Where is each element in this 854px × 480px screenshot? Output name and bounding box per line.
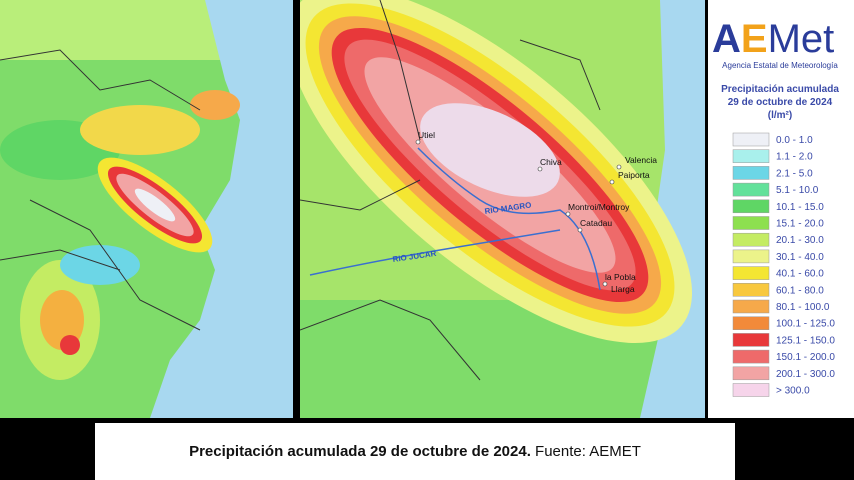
place-label: Montroi/Montroy — [568, 202, 630, 212]
legend-label: 15.1 - 20.0 — [776, 219, 824, 230]
legend-swatch — [732, 149, 770, 163]
place-label: Valencia — [625, 155, 657, 165]
legend-label: 150.1 - 200.0 — [776, 352, 835, 363]
legend-swatch — [732, 166, 770, 180]
legend-label: 10.1 - 15.0 — [776, 202, 824, 213]
legend-label: 1.1 - 2.0 — [776, 152, 813, 163]
legend-panel — [708, 0, 854, 418]
place-label: Llarga — [611, 284, 635, 294]
legend-label: 20.1 - 30.0 — [776, 235, 824, 246]
legend-swatch — [732, 283, 770, 297]
place-marker — [609, 179, 615, 185]
legend-swatch — [732, 316, 770, 330]
place-label: la Pobla — [605, 272, 636, 282]
maps: AEMet Agencia Estatal de Meteorología Pr… — [0, 0, 854, 418]
place-label: Utiel — [418, 130, 435, 140]
place-label: Paiporta — [618, 170, 650, 180]
place-marker — [537, 166, 543, 172]
place-marker — [602, 281, 608, 287]
legend-label: 0.0 - 1.0 — [776, 135, 813, 146]
logo-subtitle: Agencia Estatal de Meteorología — [722, 61, 838, 70]
caption: Precipitación acumulada 29 de octubre de… — [95, 423, 735, 480]
legend-swatch — [732, 299, 770, 314]
legend-swatch — [732, 199, 770, 214]
legend-swatch — [732, 266, 770, 280]
legend-label: 125.1 - 150.0 — [776, 335, 835, 346]
left-map — [0, 0, 293, 418]
legend-swatch — [732, 383, 770, 397]
legend-label: 40.1 - 60.0 — [776, 269, 824, 280]
place-marker — [616, 164, 622, 170]
legend-swatch — [732, 366, 770, 381]
logo: AEMet — [712, 17, 834, 61]
legend-title: Precipitación acumulada — [721, 84, 839, 95]
legend-swatch — [732, 333, 770, 347]
legend-label: 30.1 - 40.0 — [776, 252, 824, 263]
logo-part: E — [741, 17, 768, 61]
legend-label: 5.1 - 10.0 — [776, 185, 819, 196]
legend-unit: (l/m²) — [768, 110, 792, 121]
caption-source: Fuente: AEMET — [530, 443, 641, 460]
place-label: Chiva — [540, 157, 562, 167]
place-marker — [565, 211, 571, 217]
caption-title: Precipitación acumulada 29 de octubre de… — [189, 443, 531, 460]
legend-swatch — [732, 216, 770, 230]
legend-label: 200.1 - 300.0 — [776, 369, 835, 380]
legend-label: 2.1 - 5.0 — [776, 168, 813, 179]
legend-label: 100.1 - 125.0 — [776, 319, 835, 330]
legend-label: > 300.0 — [776, 386, 810, 397]
place-label: Catadau — [580, 218, 612, 228]
legend-swatch — [732, 232, 770, 247]
legend-swatch — [732, 349, 770, 364]
place-marker — [577, 227, 583, 233]
right-map — [300, 0, 705, 418]
logo-part: A — [712, 17, 741, 61]
legend-swatch — [732, 182, 770, 197]
place-marker — [415, 139, 421, 145]
legend-label: 80.1 - 100.0 — [776, 302, 830, 313]
logo-part: Met — [768, 17, 835, 61]
legend-swatch — [732, 249, 770, 264]
legend-swatch — [732, 132, 770, 147]
legend-title: 29 de octubre de 2024 — [728, 97, 833, 108]
legend-label: 60.1 - 80.0 — [776, 285, 824, 296]
